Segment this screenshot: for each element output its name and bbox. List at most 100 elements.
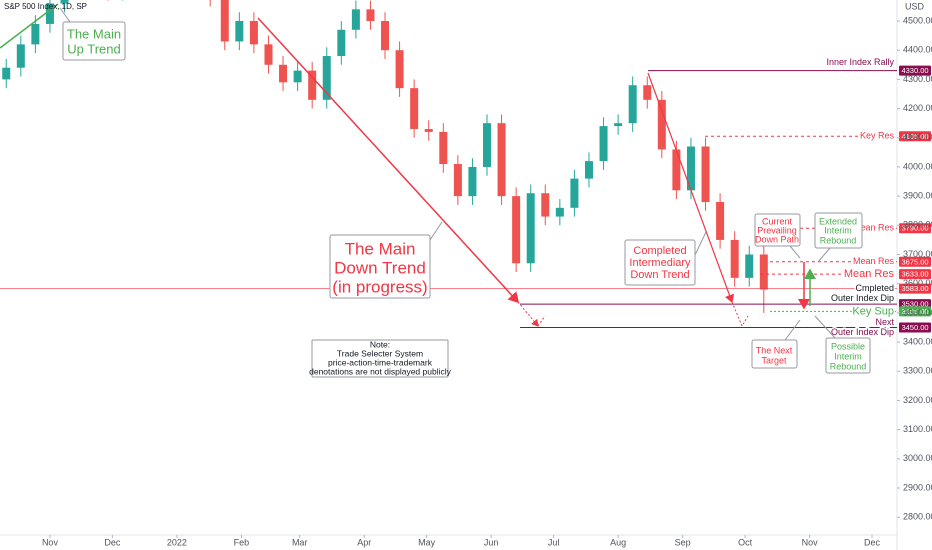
currency-label: USD bbox=[905, 1, 925, 11]
candle-body bbox=[512, 196, 521, 264]
price-label-box bbox=[899, 223, 931, 234]
callout-text: Up Trend bbox=[67, 41, 120, 56]
price-label: 4330.00 bbox=[901, 66, 928, 75]
x-tick-label: May bbox=[418, 537, 436, 547]
y-tick-label: 4000.00 bbox=[903, 161, 932, 171]
y-tick-label: 3700.00 bbox=[903, 249, 932, 259]
y-tick-label: 4400.00 bbox=[903, 45, 932, 55]
note-text: Note: bbox=[370, 339, 390, 349]
pointer bbox=[784, 319, 801, 341]
candle-body bbox=[701, 146, 710, 202]
price-label-box bbox=[899, 65, 931, 76]
x-tick-label: 2022 bbox=[167, 537, 187, 547]
down-trend-projection bbox=[517, 301, 539, 327]
callout-box bbox=[814, 212, 863, 249]
price-label: 3530.00 bbox=[901, 300, 928, 309]
y-tick-label: 4100.00 bbox=[903, 132, 932, 142]
y-tick-label: 4300.00 bbox=[903, 74, 932, 84]
candle-body bbox=[424, 129, 433, 132]
candle-body bbox=[279, 64, 288, 83]
candle-body bbox=[31, 23, 40, 45]
callouts: The Main Up Trend The Main Down Trend (i… bbox=[67, 26, 866, 376]
level-label: Outer Index Dip bbox=[831, 293, 894, 303]
note-text: price-action-time-trademark bbox=[328, 357, 433, 367]
candle-body bbox=[584, 161, 593, 179]
candle-body bbox=[381, 21, 390, 51]
x-tick-label: Nov bbox=[42, 537, 59, 547]
drawings bbox=[0, 3, 871, 378]
candles bbox=[2, 0, 768, 313]
candle-body bbox=[570, 178, 579, 208]
y-tick-label: 3500.00 bbox=[903, 307, 932, 317]
candle-body bbox=[657, 99, 666, 150]
callout-text: Prevailing bbox=[757, 225, 797, 235]
callout-text: Down Trend bbox=[630, 269, 689, 281]
x-tick-label: Sep bbox=[675, 537, 691, 547]
y-tick-label: 3200.00 bbox=[903, 395, 932, 405]
price-label-box bbox=[899, 306, 931, 317]
y-tick-label: 2900.00 bbox=[903, 482, 932, 492]
callout-text: Down Path bbox=[755, 234, 799, 244]
candle-body bbox=[730, 239, 739, 278]
pointer bbox=[789, 245, 801, 259]
candle-body bbox=[439, 131, 448, 165]
candle-body bbox=[716, 201, 725, 240]
callout-text: The Next bbox=[756, 345, 793, 355]
callout-text: Interim bbox=[834, 351, 862, 361]
callout-text: Current bbox=[762, 216, 793, 226]
callout-text: Extended bbox=[819, 216, 857, 226]
y-tick-label: 3100.00 bbox=[903, 424, 932, 434]
candle-body bbox=[526, 193, 535, 264]
y-tick-label: 3900.00 bbox=[903, 191, 932, 201]
candle-body bbox=[395, 50, 404, 89]
level-label: Mean Res bbox=[853, 223, 895, 233]
x-tick-label: Apr bbox=[357, 537, 371, 547]
callout-text: The Main bbox=[67, 26, 121, 41]
candle-body bbox=[351, 9, 360, 30]
callout-text: The Main bbox=[345, 239, 416, 258]
note-box bbox=[311, 339, 449, 378]
price-label: 3450.00 bbox=[901, 323, 928, 332]
price-label-box bbox=[899, 131, 931, 142]
pointer bbox=[814, 315, 836, 339]
candle-body bbox=[2, 67, 11, 80]
y-tick-label: 3400.00 bbox=[903, 336, 932, 346]
y-tick-label: 3600.00 bbox=[903, 278, 932, 288]
candle-body bbox=[453, 164, 462, 197]
up-trend-line bbox=[0, 3, 59, 49]
callout-text: Intermediary bbox=[629, 257, 691, 269]
candle-body bbox=[60, 0, 69, 4]
level-label: Next bbox=[875, 317, 894, 327]
candle-body bbox=[322, 56, 331, 100]
pointer bbox=[694, 231, 707, 256]
callout-text: (in progress) bbox=[332, 277, 427, 296]
level-label: Cmpleted bbox=[855, 283, 894, 293]
down-trend-line bbox=[257, 17, 520, 304]
x-tick-label: Oct bbox=[738, 537, 753, 547]
callout-box bbox=[825, 337, 871, 374]
price-label-box bbox=[899, 269, 931, 280]
candle-body bbox=[686, 146, 695, 191]
candle-body bbox=[599, 126, 608, 162]
pointer bbox=[59, 7, 71, 23]
axes: 4500.00 4400.00 4300.00 4200.00 4100.00 4000.… bbox=[42, 15, 932, 547]
level-label: Outer Index Dip bbox=[831, 327, 894, 337]
y-tick-label: 3300.00 bbox=[903, 366, 932, 376]
callout-box bbox=[754, 213, 801, 247]
chart-title: S&P 500 Index, 1D, SP bbox=[4, 2, 87, 11]
callout-box bbox=[751, 339, 798, 369]
levels: 4330.00 Inner Index Rally 4105.00 Key Res 37… bbox=[0, 56, 931, 338]
level-label: Mean Res bbox=[853, 256, 895, 266]
candle-body bbox=[366, 9, 375, 22]
candle-body bbox=[249, 21, 258, 45]
x-tick-label: Nov bbox=[802, 537, 819, 547]
intermediary-line bbox=[647, 72, 735, 304]
candle-body bbox=[497, 123, 506, 197]
candle-body bbox=[45, 3, 54, 24]
candle-body bbox=[337, 29, 346, 57]
price-label-box bbox=[899, 322, 931, 333]
price-label: 3633.00 bbox=[901, 270, 928, 279]
callout-text: Possible bbox=[831, 341, 865, 351]
callout-box bbox=[62, 21, 126, 61]
